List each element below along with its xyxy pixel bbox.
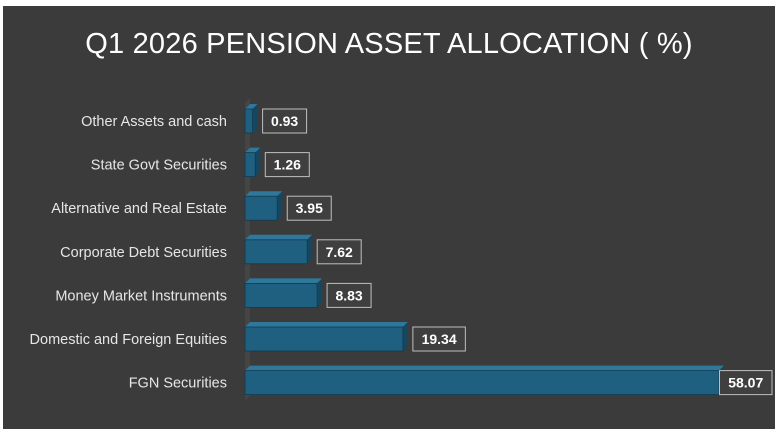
bar-side bbox=[317, 278, 323, 308]
bar-group: Corporate Debt Securities 7.62 bbox=[60, 234, 362, 265]
bar-group: Money Market Instruments 8.83 bbox=[55, 278, 372, 308]
bar-group: Alternative and Real Estate 3.95 bbox=[51, 191, 332, 221]
category-label: State Govt Securities bbox=[91, 158, 227, 174]
bar bbox=[244, 195, 278, 221]
value-label-box bbox=[326, 282, 372, 308]
category-label: FGN Securities bbox=[129, 376, 227, 392]
category-label: Money Market Instruments bbox=[55, 288, 227, 304]
value-label: 0.93 bbox=[271, 113, 298, 129]
bar bbox=[244, 326, 404, 352]
bar-top bbox=[245, 322, 408, 327]
bar-side bbox=[255, 147, 261, 177]
value-label-box bbox=[719, 370, 773, 396]
bar-top bbox=[245, 191, 283, 197]
category-label: Corporate Debt Securities bbox=[60, 245, 227, 261]
value-label: 8.83 bbox=[335, 287, 362, 303]
bar bbox=[244, 108, 253, 134]
value-label: 1.26 bbox=[274, 157, 301, 173]
bar bbox=[244, 282, 318, 308]
bar bbox=[244, 239, 308, 265]
bar-top bbox=[245, 147, 261, 153]
bar bbox=[244, 370, 720, 396]
bar-side bbox=[307, 234, 313, 264]
value-label: 7.62 bbox=[326, 244, 353, 260]
value-label: 58.07 bbox=[728, 375, 763, 391]
bar-top bbox=[245, 234, 313, 240]
bar bbox=[244, 152, 256, 178]
bar-top bbox=[245, 104, 258, 109]
bar-side bbox=[277, 191, 283, 221]
value-label-box bbox=[262, 108, 308, 134]
value-label-box bbox=[264, 152, 310, 178]
value-label-box bbox=[412, 326, 466, 352]
chart-title: Q1 2026 PENSION ASSET ALLOCATION ( %) bbox=[85, 28, 693, 60]
bar-top bbox=[245, 365, 724, 371]
bar-side bbox=[402, 322, 408, 351]
value-label: 3.95 bbox=[296, 200, 323, 216]
bar-group: Other Assets and cash 0.93 bbox=[81, 104, 308, 134]
chart-panel: Q1 2026 PENSION ASSET ALLOCATION ( %) bbox=[3, 6, 775, 429]
value-label: 19.34 bbox=[422, 331, 457, 347]
category-label: Other Assets and cash bbox=[81, 114, 227, 130]
value-label-box bbox=[286, 195, 332, 221]
value-label-box bbox=[316, 239, 362, 265]
category-label: Domestic and Foreign Equities bbox=[30, 332, 227, 348]
bar-side bbox=[252, 104, 258, 133]
bar-group: FGN Securities 58.07 bbox=[129, 365, 773, 396]
bar-group: State Govt Securities 1.26 bbox=[91, 147, 310, 178]
category-label: Alternative and Real Estate bbox=[51, 201, 227, 217]
bar-group: Domestic and Foreign Equities 19.34 bbox=[30, 322, 466, 352]
bar-top bbox=[245, 278, 323, 284]
